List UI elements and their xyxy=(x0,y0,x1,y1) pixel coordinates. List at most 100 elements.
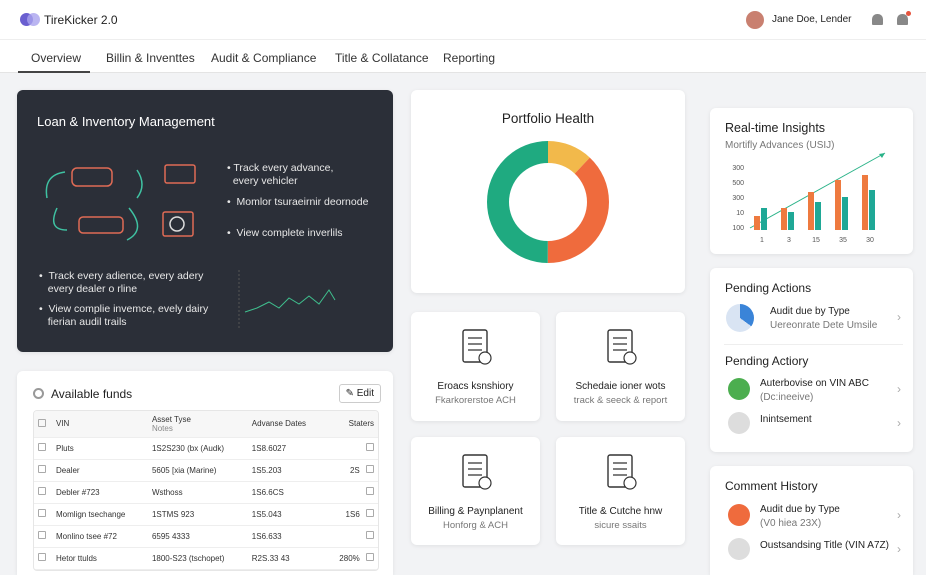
comment-item[interactable]: Oustsandsing Title (VIN A7Z) › xyxy=(724,536,903,570)
y-label: 300 xyxy=(732,195,744,202)
icon-shape xyxy=(607,454,633,488)
feature-tile[interactable]: Eroacs ksnshiory Fkarkorerstoe ACH xyxy=(411,312,540,421)
cell xyxy=(34,437,52,460)
feature-tile[interactable]: Title & Cutche hnw sicure ssaits xyxy=(556,437,685,545)
bar xyxy=(842,197,848,230)
cell xyxy=(325,525,378,548)
tile-title: Eroacs ksnshiory xyxy=(437,381,514,392)
insights-subtitle: Mortifly Advances (USIJ) xyxy=(725,140,835,151)
pending-item[interactable]: Auterbovise on VIN ABC (Dc:ineeive) › xyxy=(724,376,903,410)
tile-title: Billing & Paynplanent xyxy=(428,506,523,517)
active-tab-underline xyxy=(18,71,90,73)
cell: Debler #723 xyxy=(52,481,148,504)
checkbox xyxy=(366,487,374,495)
cell: 5605 [xia (Marine) xyxy=(147,459,248,482)
avatar[interactable] xyxy=(746,11,764,29)
tab[interactable]: Overview xyxy=(31,51,82,65)
cell: 2S xyxy=(325,459,378,482)
cell: 1S6.633 xyxy=(247,525,325,548)
item-title: Inintsement xyxy=(760,414,812,425)
cell: 1S5.043 xyxy=(247,503,325,526)
cell xyxy=(34,481,52,504)
pending-card: Pending Actions Audit due by Type Uereon… xyxy=(710,268,913,452)
x-label: 30 xyxy=(866,237,874,244)
donut-chart xyxy=(487,141,609,263)
header-cell: Advanse Dates xyxy=(247,411,325,438)
item-title: Audit due by Type xyxy=(760,504,840,515)
funds-title: Available funds xyxy=(51,387,133,401)
tile-icon xyxy=(462,329,492,365)
hero-bullet: • Momlor tsuraeirnir deornode xyxy=(227,196,369,208)
chevron: › xyxy=(897,416,901,430)
bar xyxy=(761,208,767,230)
table-row: Hetor ttulds 1800-S23 (tschopet) R2S.33 43… xyxy=(34,547,378,570)
user-name[interactable]: Jane Doe, Lender xyxy=(772,14,852,25)
insights-card: Real-time Insights Mortifly Advances (US… xyxy=(710,108,913,254)
icon-accent xyxy=(478,476,492,490)
y-label: 100 xyxy=(732,225,744,232)
tab[interactable]: Reporting xyxy=(443,51,496,65)
tab-bar xyxy=(0,40,926,73)
item-title: Oustsandsing Title (VIN A7Z) xyxy=(760,540,889,551)
notification-icon[interactable] xyxy=(872,14,883,25)
tab[interactable]: Audit & Compliance xyxy=(211,51,317,65)
checkbox xyxy=(366,553,374,561)
item-icon xyxy=(728,504,750,526)
item-icon xyxy=(728,378,750,400)
donut-segment xyxy=(487,141,609,263)
checkbox xyxy=(38,531,46,539)
top-bar: TireKicker 2.0 Jane Doe, Lender xyxy=(0,0,926,40)
icon-shape xyxy=(462,454,488,488)
x-label: 3 xyxy=(787,237,791,244)
cell: Monlino tsee #72 xyxy=(52,525,148,548)
icon-shape xyxy=(607,329,633,363)
hero-bullet: • View complete inverlils xyxy=(227,227,343,239)
cell: 6595 4333 xyxy=(147,525,248,548)
table-header: VIN Asset Tyse Notes Advanse Dates Staters xyxy=(34,411,378,438)
header-cell: Asset Tyse Notes xyxy=(147,411,248,438)
tab[interactable]: Title & Collatance xyxy=(335,51,429,65)
cell: Wsthoss xyxy=(147,481,248,504)
tile-sub: sicure ssaits xyxy=(594,520,647,531)
cell: R2S.33 43 xyxy=(247,547,325,570)
cell xyxy=(34,525,52,548)
chevron: › xyxy=(897,382,901,396)
x-label: 35 xyxy=(839,237,847,244)
table-row: Momlign tsechange 1STMS 923 1S5.043 1S6 xyxy=(34,503,378,526)
bar xyxy=(815,202,821,230)
hero-bullet: • View complie invemce, evely dairy fier… xyxy=(39,303,209,328)
cell xyxy=(34,547,52,570)
cell: 1S5.203 xyxy=(247,459,325,482)
divider xyxy=(724,344,903,345)
cell xyxy=(34,459,52,482)
pending-item[interactable]: Audit due by Type Uereonrate Dete Umsile… xyxy=(724,304,903,338)
tab[interactable]: Billin & Inventtes xyxy=(106,51,195,65)
checkbox xyxy=(366,465,374,473)
feature-tile[interactable]: Schedaie ioner wots track & seeck & repor… xyxy=(556,312,685,421)
header-sub: Notes xyxy=(151,423,173,433)
section-title: Pending Actiory xyxy=(725,354,809,368)
icon-shape xyxy=(462,329,488,363)
checkbox xyxy=(38,553,46,561)
donut-segment xyxy=(487,141,609,263)
feature-tile[interactable]: Billing & Paynplanent Honforg & ACH xyxy=(411,437,540,545)
item-sub: Uereonrate Dete Umsile xyxy=(770,320,878,331)
cell xyxy=(34,503,52,526)
pending-item[interactable]: Inintsement › xyxy=(724,410,903,444)
chevron: › xyxy=(897,542,901,556)
chevron: › xyxy=(897,508,901,522)
y-label: 300 xyxy=(732,165,744,172)
alert-icon[interactable] xyxy=(897,14,908,25)
edit-button[interactable]: ✎ Edit xyxy=(338,384,381,403)
alert-dot xyxy=(906,11,911,16)
icon-accent xyxy=(478,351,492,365)
bar xyxy=(788,212,794,230)
icon-accent xyxy=(623,476,637,490)
comment-item[interactable]: Audit due by Type (V0 hiea 23X) › xyxy=(724,502,903,536)
cell: 1S8.6027 xyxy=(247,437,325,460)
trend-arrow xyxy=(879,153,885,158)
bar xyxy=(781,208,787,230)
checkbox xyxy=(366,531,374,539)
bar xyxy=(754,216,760,230)
hero-bullet: • Track every advance, every vehicler xyxy=(227,162,334,187)
